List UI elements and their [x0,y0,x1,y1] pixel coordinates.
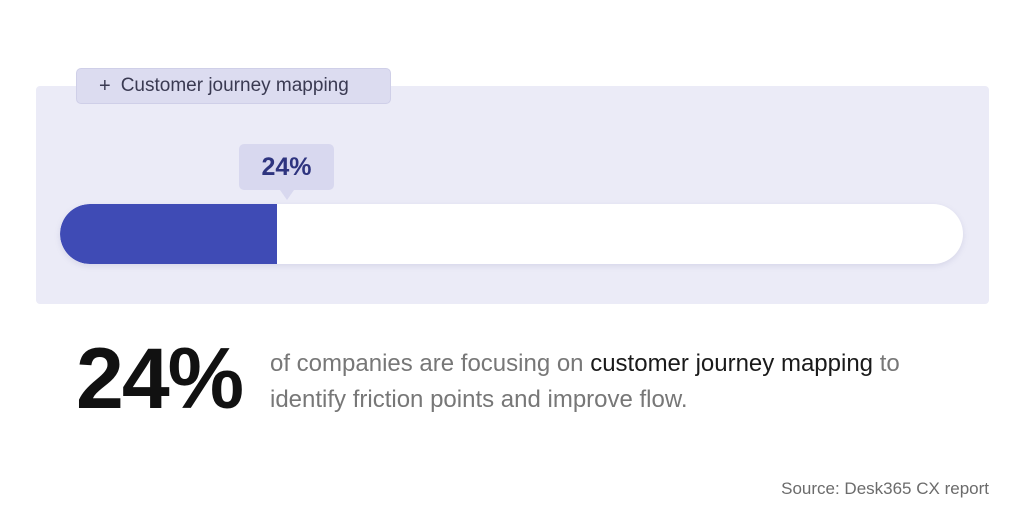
percent-bubble-pointer [280,190,294,200]
percent-bubble: 24% [239,144,334,190]
big-stat-value: 24% [76,331,244,427]
progress-fill [60,204,277,264]
plus-icon: + [99,75,111,97]
stat-highlight: customer journey mapping [590,350,874,377]
source-citation: Source: Desk365 CX report [781,479,989,498]
topic-tag-label: Customer journey mapping [120,75,349,96]
stat-text-before: of companies are focusing on [270,350,584,377]
progress-track [60,204,963,264]
topic-tag: + Customer journey mapping [76,68,391,104]
stat-description: of companies are focusing on customer jo… [270,346,970,418]
stat-text-after: to identify friction points and improve … [270,350,900,413]
progress-card [36,86,989,304]
